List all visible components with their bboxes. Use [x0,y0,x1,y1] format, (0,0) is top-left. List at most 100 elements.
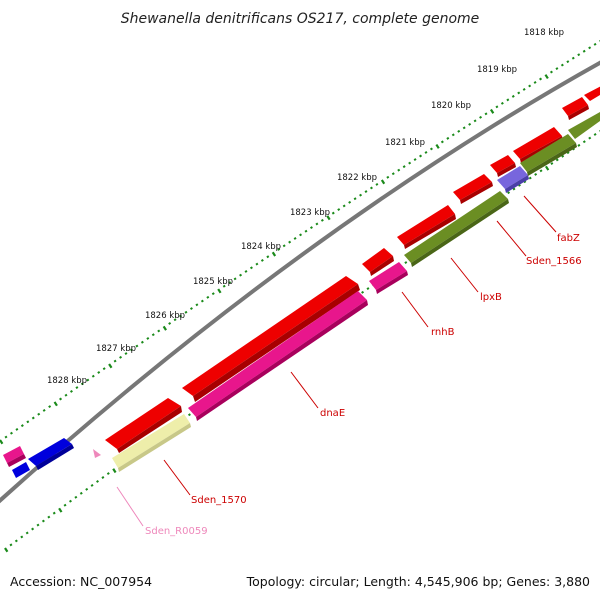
ruler-minor-tick [266,255,270,259]
gene-feature[interactable] [3,446,24,463]
ruler-minor-tick [571,56,575,60]
ruler-minor-tick [550,162,554,165]
label-leaders [116,195,557,527]
ruler-minor-tick [179,314,183,318]
ruler-major-tick [4,547,9,553]
gene-feature[interactable] [28,438,72,466]
ruler-minor-tick [512,187,516,191]
gene-sden-1570[interactable] [105,398,181,449]
gene-label-sden-1566: Sden_1566 [526,256,582,267]
ruler-minor-tick [511,94,515,98]
ruler-minor-tick [331,211,335,215]
ruler-minor-tick [282,244,286,248]
gene-feature[interactable] [112,414,190,468]
ruler-minor-tick [187,413,191,417]
ruler-label-1821: 1821 kbp [385,138,425,148]
ruler-minor-tick [9,543,13,547]
ruler-minor-tick [413,158,417,161]
ruler-major-tick [0,439,4,445]
ruler-minor-tick [195,303,199,307]
gene-feature[interactable] [497,166,528,189]
ruler-minor-tick [206,295,210,299]
ruler-label-1825: 1825 kbp [193,277,233,287]
ruler-minor-tick [288,240,292,244]
ruler-minor-tick [419,154,423,158]
ruler-minor-tick [184,310,188,314]
ruler-minor-tick [244,270,248,273]
ruler-minor-tick [63,503,67,507]
ruler-minor-tick [255,262,259,266]
gene-feature[interactable] [404,191,508,263]
ruler-minor-tick [47,515,51,519]
ruler-minor-tick [80,382,84,386]
ruler-major-tick [544,165,550,171]
ruler-minor-tick [20,535,24,539]
ruler-minor-tick [533,81,537,84]
gene-feature[interactable] [513,127,562,159]
gene-feature[interactable] [568,112,600,139]
ruler-minor-tick [64,393,68,397]
ruler-major-tick [162,325,167,331]
gene-fabz[interactable] [490,155,515,173]
ruler-minor-tick [408,161,412,165]
ruler-minor-tick [451,133,455,137]
ruler-minor-tick [348,200,352,204]
ruler-minor-tick [239,273,243,277]
ruler-minor-tick [42,408,46,412]
ruler-minor-tick [539,77,543,81]
ruler-minor-tick [577,53,581,57]
ruler-minor-tick [113,359,117,363]
ruler-minor-tick [97,370,101,374]
gene-feature[interactable] [12,462,30,478]
ruler-minor-tick [479,115,483,119]
ruler-minor-tick [582,49,586,53]
ruler-minor-tick [391,172,395,176]
ruler-minor-tick [91,374,95,378]
gene-feature[interactable] [369,262,407,290]
ruler-minor-tick [424,151,428,154]
ruler-major-tick [271,251,277,257]
ruler-minor-tick [173,318,177,322]
forward-strand-genes [12,112,600,478]
gene-label-rnhb: rnhB [431,327,455,338]
ruler-minor-tick [429,147,433,151]
ruler-minor-tick [52,511,56,515]
ruler-minor-tick [555,67,559,71]
gene-dnae[interactable] [182,276,358,396]
accession-text: Accession: NC_007954 [10,574,152,589]
ruler-minor-tick [102,367,106,371]
ruler-minor-tick [129,348,133,352]
gene-lpxb[interactable] [397,205,455,245]
ruler-minor-tick [68,499,72,503]
ruler-minor-tick [26,420,30,424]
ruler-major-tick [326,215,331,221]
gene-feature[interactable] [520,134,576,172]
gene-rnhb[interactable] [362,248,393,272]
ruler-minor-tick [397,168,401,172]
gene-feature[interactable] [562,97,588,116]
ruler-minor-tick [506,98,510,102]
ruler-minor-tick [507,191,511,195]
ruler-minor-tick [249,266,253,270]
ruler-minor-tick [539,169,543,173]
ruler-minor-tick [561,154,565,158]
ruler-minor-tick [90,483,94,487]
ruler-minor-tick [37,412,41,416]
ruler-minor-tick [14,539,18,543]
ruler-minor-tick [168,322,172,325]
gene-feature[interactable] [188,291,367,417]
ruler-minor-tick [386,175,390,179]
ruler-label-1827: 1827 kbp [96,344,136,354]
ruler-minor-tick [337,208,341,211]
ruler-minor-tick [101,476,105,479]
ruler-minor-tick [500,101,504,105]
ruler-minor-tick [304,229,308,233]
ruler-label-1826: 1826 kbp [145,311,185,321]
gene-sden-r0059[interactable] [93,449,101,458]
gene-feature[interactable] [584,84,600,101]
gene-label-sden-r0059: Sden_R0059 [145,526,208,537]
gene-sden-1566[interactable] [453,174,492,200]
ruler-minor-tick [48,405,52,409]
ruler-minor-tick [211,292,215,296]
